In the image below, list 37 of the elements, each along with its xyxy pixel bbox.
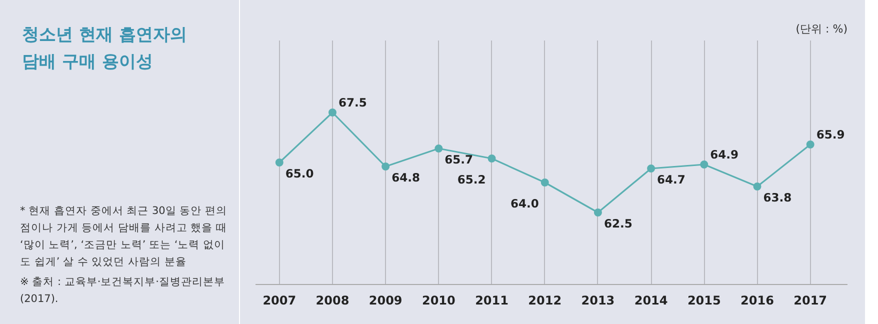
point bbox=[328, 108, 336, 116]
x-tick-label: 2016 bbox=[740, 294, 774, 308]
x-tick-label: 2011 bbox=[475, 294, 508, 308]
data-label: 62.5 bbox=[604, 216, 632, 230]
data-label: 64.9 bbox=[710, 148, 739, 162]
point bbox=[594, 208, 602, 216]
x-tick-label: 2007 bbox=[262, 294, 296, 308]
data-label: 65.9 bbox=[816, 128, 845, 142]
point bbox=[434, 144, 443, 152]
point bbox=[275, 158, 284, 166]
text: * 현재 흡연자 중에서 최근 30일 동안 편의점이나 가게 등에서 담배를 사려고 했을 때 ‘많이 노력’, ‘조금만 노력’ 또는 ‘노력 없이도 쉽게’ 살 수 있었던 사람의 분율 bbox=[20, 204, 228, 270]
data-label: 65.2 bbox=[457, 172, 486, 186]
data-label: 65.7 bbox=[444, 152, 474, 166]
point bbox=[806, 140, 814, 148]
x-tick-label: 2014 bbox=[634, 294, 668, 308]
point bbox=[647, 164, 656, 172]
data-label: 63.8 bbox=[763, 190, 792, 204]
x-tick-label: 2013 bbox=[581, 294, 615, 308]
point bbox=[700, 160, 708, 168]
point bbox=[488, 154, 496, 162]
x-tick-label: 2009 bbox=[368, 294, 402, 308]
point bbox=[382, 162, 390, 170]
data-label: 64.7 bbox=[657, 172, 686, 186]
data-label: 67.5 bbox=[338, 96, 367, 110]
data-label: 64.8 bbox=[392, 170, 420, 184]
data-label: 64.0 bbox=[510, 196, 539, 210]
text: 청소년 현재 흡연자의 담배 구매 용이성 bbox=[22, 24, 188, 74]
text: ※ 출처 : 교육부·보건복지부·질병관리본부(2017). bbox=[20, 275, 226, 307]
point bbox=[540, 178, 549, 186]
x-tick-label: 2008 bbox=[316, 294, 350, 308]
x-tick-label: 2012 bbox=[528, 294, 562, 308]
data-label: 65.0 bbox=[285, 166, 314, 180]
x-tick-label: 2017 bbox=[794, 294, 828, 308]
text: (단위 : %) bbox=[796, 22, 848, 36]
point bbox=[753, 182, 762, 190]
x-tick-label: 2010 bbox=[422, 294, 456, 308]
x-tick-label: 2015 bbox=[687, 294, 721, 308]
